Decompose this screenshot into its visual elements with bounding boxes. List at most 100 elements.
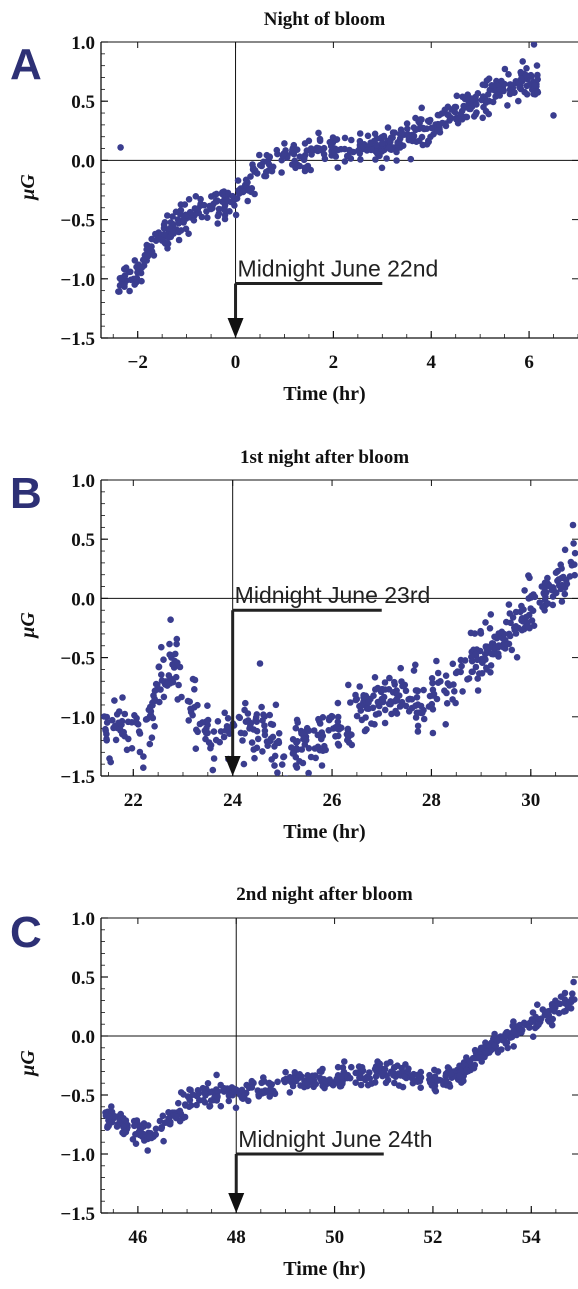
x-tick-label: 30 [521, 790, 540, 811]
data-point [140, 753, 147, 760]
data-point [505, 640, 513, 648]
data-point [451, 103, 459, 111]
data-point [379, 140, 386, 147]
data-point [418, 104, 426, 112]
data-point [260, 158, 267, 166]
data-point [412, 702, 419, 709]
data-point [271, 743, 278, 750]
data-point [341, 134, 349, 142]
x-axis-label: Time (hr) [283, 821, 365, 843]
data-point [378, 164, 386, 172]
data-point [254, 735, 262, 743]
data-point [301, 164, 309, 172]
data-point [392, 1073, 400, 1080]
data-point [529, 1009, 537, 1016]
data-point [194, 728, 201, 736]
data-point [155, 663, 163, 670]
data-point [483, 664, 490, 672]
data-point [489, 98, 497, 106]
data-point [248, 1077, 256, 1085]
data-point [482, 107, 490, 115]
data-point [266, 1093, 274, 1100]
data-point [273, 146, 281, 154]
data-point [425, 118, 433, 126]
data-point [363, 1073, 371, 1081]
data-point [244, 710, 252, 717]
data-point [106, 1113, 113, 1120]
data-point [164, 212, 171, 219]
data-point [274, 769, 281, 776]
data-point [423, 125, 431, 132]
data-point [501, 65, 509, 73]
data-point [335, 726, 343, 733]
data-point [123, 746, 131, 754]
data-point [381, 1065, 389, 1073]
data-point [353, 712, 361, 720]
data-point [444, 680, 452, 687]
data-point [504, 1044, 512, 1052]
data-point [191, 686, 198, 693]
data-point [117, 281, 125, 288]
data-point [374, 684, 382, 692]
data-point [534, 1001, 541, 1008]
data-point [316, 1074, 324, 1082]
data-point [261, 727, 269, 735]
y-axis-label: μG [17, 174, 39, 201]
x-tick-label: 6 [524, 352, 534, 373]
data-point [535, 1021, 542, 1028]
data-point [219, 189, 226, 196]
data-point [376, 1060, 384, 1068]
data-point [223, 196, 231, 204]
data-point [566, 998, 573, 1006]
data-point [280, 150, 288, 157]
data-point [570, 978, 577, 986]
data-point [414, 722, 422, 730]
data-point [217, 1102, 225, 1110]
y-tick-label: 0.0 [71, 589, 95, 610]
data-point [460, 1077, 467, 1085]
data-point [167, 233, 175, 241]
data-point [526, 574, 533, 582]
data-point [449, 660, 457, 668]
data-point [286, 1089, 294, 1096]
data-point [259, 748, 266, 755]
data-point [111, 697, 118, 704]
data-point [372, 1073, 380, 1080]
y-tick-label: −0.5 [60, 1086, 95, 1107]
data-point [288, 744, 295, 751]
data-point [526, 1024, 533, 1031]
data-point [346, 1074, 354, 1082]
data-point [393, 690, 400, 697]
data-point [378, 1070, 386, 1077]
data-point [255, 1091, 262, 1098]
data-point [513, 654, 521, 661]
data-point [487, 611, 495, 618]
x-axis-label: Time (hr) [283, 383, 365, 405]
data-point [221, 709, 228, 717]
data-point [152, 1125, 160, 1133]
data-point [531, 82, 538, 89]
data-point [364, 132, 372, 140]
annotation-arrow-head [227, 318, 244, 338]
data-point [459, 93, 466, 101]
data-point [469, 1054, 477, 1062]
data-point [195, 1090, 203, 1097]
data-point [175, 1099, 182, 1107]
x-tick-label: 52 [423, 1227, 442, 1248]
data-point [357, 1081, 365, 1089]
data-point [509, 614, 517, 621]
data-point-outlier [209, 766, 217, 774]
data-point [287, 1075, 294, 1082]
data-point [261, 722, 268, 729]
data-point [454, 119, 462, 127]
data-point [555, 576, 563, 583]
data-point [509, 1022, 516, 1030]
data-point [104, 1122, 111, 1130]
data-point [399, 1083, 407, 1091]
data-point [404, 125, 411, 133]
data-point [428, 675, 436, 682]
data-point [194, 205, 202, 213]
data-point [306, 1076, 313, 1084]
data-point [413, 1071, 421, 1079]
x-tick-label: 48 [227, 1227, 246, 1248]
